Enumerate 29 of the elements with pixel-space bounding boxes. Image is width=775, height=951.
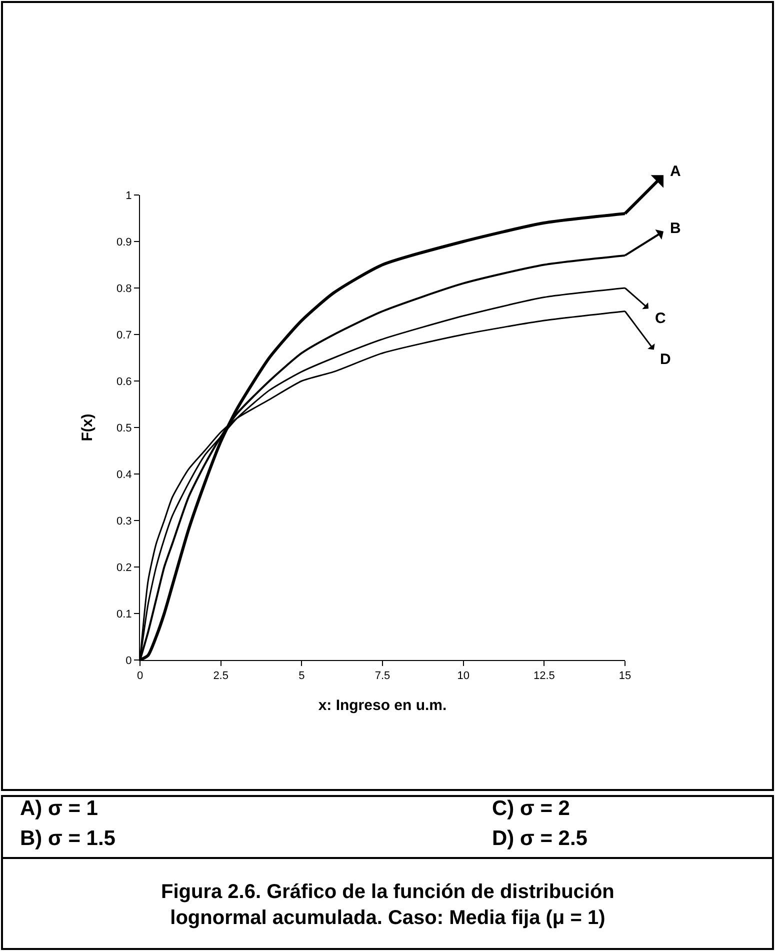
y-axis-title: F(x) (78, 414, 96, 442)
y-tick-label: 0.5 (116, 422, 132, 434)
x-tick-label: 7.5 (374, 670, 390, 682)
y-tick-label: 0.2 (116, 562, 132, 574)
text: C (655, 310, 666, 327)
y-tick-label: 0 (126, 654, 132, 667)
y-tick-label: 1 (126, 190, 132, 202)
text: D) σ = 2.5 (492, 827, 588, 850)
text: C) σ = 2 (492, 797, 570, 820)
text: Figura 2.6. Gráfico de la función de distribución lognormal acumulada. Caso: Media fija (μ = 1) (161, 881, 614, 929)
legend-label: B (670, 220, 681, 237)
y-tick-label: 0.4 (116, 468, 132, 481)
x-tick-label: 15 (618, 670, 632, 682)
x-tick-label: 2.5 (213, 670, 228, 682)
y-tick-label: 0.6 (116, 376, 132, 388)
y-tick-label: 0.9 (116, 236, 132, 248)
y-tick-label: 0.3 (116, 515, 132, 528)
y-tick-label: 0.1 (116, 608, 132, 620)
y-tick-label: 0.7 (116, 329, 132, 342)
legend-label: A (670, 163, 681, 180)
x-tick-label: 12.5 (533, 670, 555, 682)
text: A) σ = 1 (20, 797, 98, 820)
text: B) σ = 1.5 (20, 827, 116, 850)
x-tick-label: 5 (298, 670, 305, 682)
text: D (660, 351, 671, 368)
y-tick-label: 0.8 (116, 282, 132, 295)
x-axis-title: x: Ingreso en u.m. (318, 697, 447, 714)
x-tick-label: 0 (136, 670, 144, 682)
x-tick-label: 10 (457, 670, 470, 682)
